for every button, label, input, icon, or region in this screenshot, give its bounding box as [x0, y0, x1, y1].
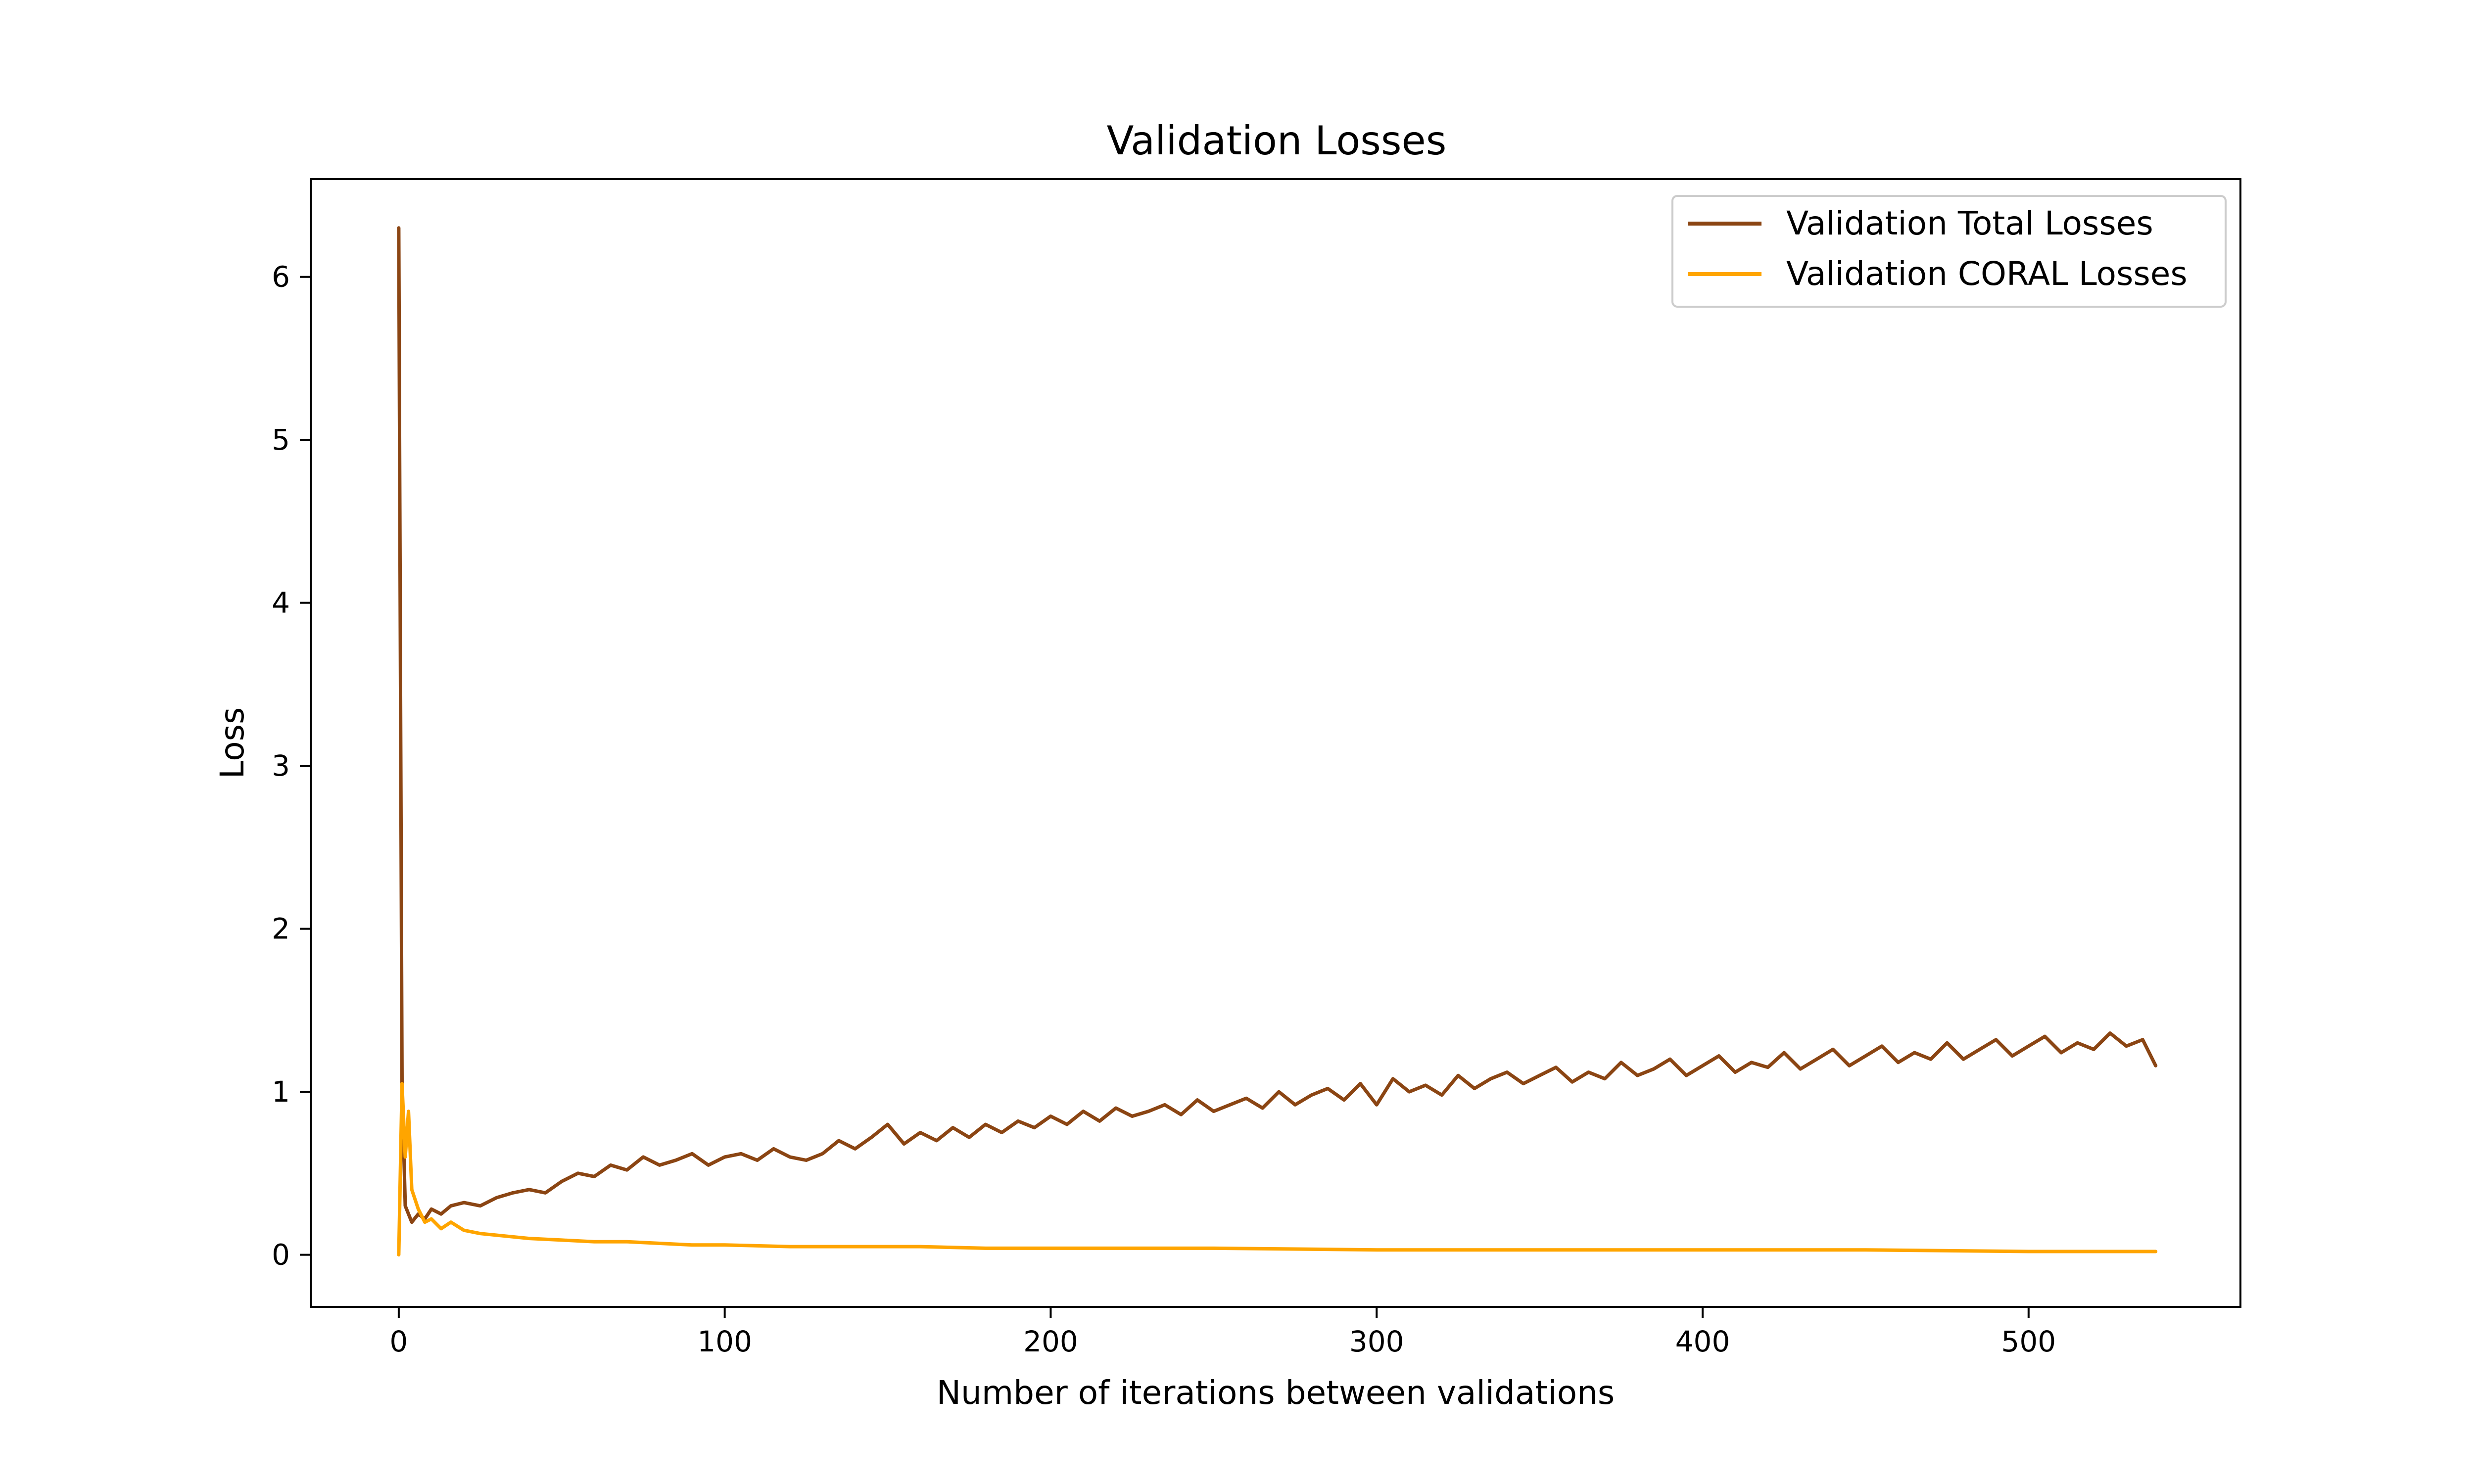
- y-tick-label: 2: [272, 912, 290, 946]
- x-axis-label: Number of iterations between validations: [937, 1374, 1615, 1412]
- x-axis: 0 100 200 300 400 500: [389, 1307, 2056, 1358]
- x-tick-label: 300: [1349, 1325, 1404, 1358]
- x-tick-label: 200: [1023, 1325, 1078, 1358]
- y-tick-label: 3: [272, 749, 290, 783]
- x-tick-label: 0: [389, 1325, 408, 1358]
- series-line-total: [397, 226, 2158, 1224]
- y-tick-label: 4: [272, 586, 290, 620]
- chart-title: Validation Losses: [1107, 118, 1447, 164]
- legend-label-total: Validation Total Losses: [1786, 204, 2153, 242]
- legend: Validation Total Losses Validation CORAL…: [1671, 195, 2227, 308]
- y-tick-label: 5: [272, 423, 290, 457]
- series-line-coral: [397, 1082, 2158, 1257]
- x-tick-label: 500: [2001, 1325, 2056, 1358]
- y-axis: 0 1 2 3 4 5 6: [272, 260, 311, 1272]
- y-tick-label: 0: [272, 1238, 290, 1272]
- legend-box: [1671, 195, 2227, 308]
- y-tick-label: 1: [272, 1075, 290, 1109]
- x-tick-label: 100: [697, 1325, 752, 1358]
- x-tick-label: 400: [1675, 1325, 1730, 1358]
- y-tick-label: 6: [272, 260, 290, 294]
- plot-area-frame: [310, 178, 2241, 1308]
- y-axis-label: Loss: [213, 707, 251, 779]
- plot-series-layer: [397, 226, 2158, 1257]
- legend-label-coral: Validation CORAL Losses: [1786, 255, 2188, 293]
